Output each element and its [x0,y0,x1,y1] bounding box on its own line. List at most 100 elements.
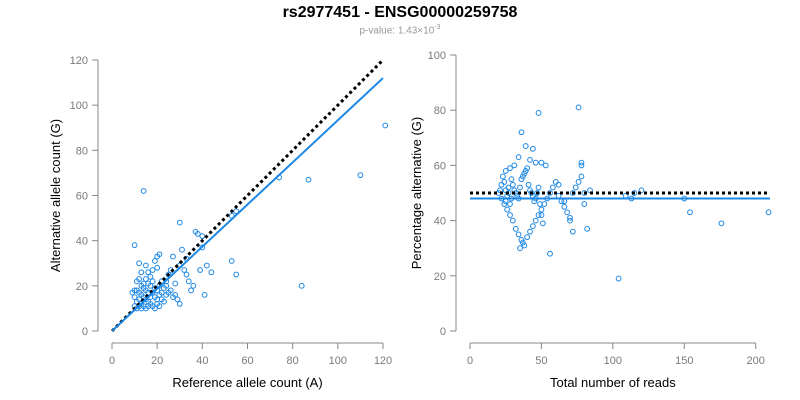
data-point [517,245,523,252]
data-point [518,176,525,183]
data-point [525,181,532,188]
data-point [501,179,508,185]
data-point [382,122,389,129]
chart-title: rs2977451 - ENSG00000259758 [282,4,518,21]
y-tick-label: 0 [440,326,446,338]
y-tick-label: 60 [76,191,88,203]
data-point [181,267,188,273]
x-tick-label: 50 [535,355,547,367]
data-point [765,209,772,216]
data-point [519,239,526,246]
data-point [549,184,556,191]
data-point [504,206,511,213]
data-point [176,301,183,307]
data-point [203,262,210,269]
data-point [167,287,174,294]
data-point [522,143,529,149]
data-point [499,173,506,180]
data-point [174,296,181,303]
data-point [501,201,508,207]
x-tick-label: 0 [467,355,473,367]
data-point [578,162,585,169]
data-point [179,246,185,253]
data-point [542,162,549,169]
y-tick-label: 100 [70,100,88,112]
data-point [142,262,149,269]
data-point [156,251,163,258]
data-point [552,179,559,185]
data-point [136,260,143,267]
data-point [152,258,158,264]
data-point [528,190,535,196]
data-point [145,303,152,310]
x-tick-label: 200 [747,355,765,367]
data-point [578,173,585,180]
data-point [163,282,170,289]
data-point [522,168,529,174]
data-point [133,278,140,285]
data-point [529,145,536,152]
data-point [517,184,523,191]
data-point [519,173,526,180]
y-axis-title: Percentage alternative (G) [409,117,424,269]
data-point [505,184,512,191]
x-tick-label: 150 [675,355,693,367]
data-point [538,212,545,218]
y-tick-label: 0 [82,326,88,338]
data-point [537,201,543,207]
data-point [498,181,505,188]
y-tick-label: 100 [428,50,446,62]
data-point [142,276,149,282]
data-point [228,258,235,264]
data-point [575,179,582,185]
data-point [687,209,693,216]
fit-line [111,77,384,332]
data-point [547,250,553,257]
data-point [305,176,312,183]
y-tick-label: 40 [434,216,446,228]
data-point [567,214,573,221]
data-point [511,162,518,169]
data-point [507,165,513,172]
data-point [581,201,588,207]
p-value-text: p-value: 1.43×10 [359,25,435,37]
reference-line [110,58,385,333]
x-axis-title: Total number of reads [550,375,676,390]
y-tick-label: 120 [70,55,88,67]
data-point [199,244,206,251]
data-point [154,264,161,271]
x-tick-label: 100 [604,355,622,367]
data-point [156,291,163,298]
x-tick-label: 80 [287,355,299,367]
data-point [567,217,573,224]
p-value-exponent: -3 [434,24,441,31]
data-point [507,201,513,207]
data-point [518,129,525,136]
data-point [190,282,197,289]
data-point [170,253,176,260]
x-tick-label: 120 [374,355,392,367]
data-point [515,154,522,161]
data-point [561,203,568,210]
data-point [152,305,158,312]
data-point [521,170,528,177]
data-point [201,291,208,298]
y-tick-label: 20 [434,271,446,283]
data-point [512,225,519,232]
data-point [508,176,515,183]
chart-subtitle: p-value: 1.43×10-3 [0,24,800,36]
data-point [534,190,541,196]
data-point [569,190,576,196]
data-point [569,228,576,235]
y-tick-label: 80 [434,105,446,117]
data-point [578,159,585,166]
data-point [541,201,548,207]
data-point [524,165,531,172]
data-point [584,225,591,232]
data-point [176,219,183,226]
data-point [535,110,542,116]
data-point [188,287,194,294]
data-point [718,220,725,227]
y-axis-title: Alternative allele count (G) [48,119,63,272]
